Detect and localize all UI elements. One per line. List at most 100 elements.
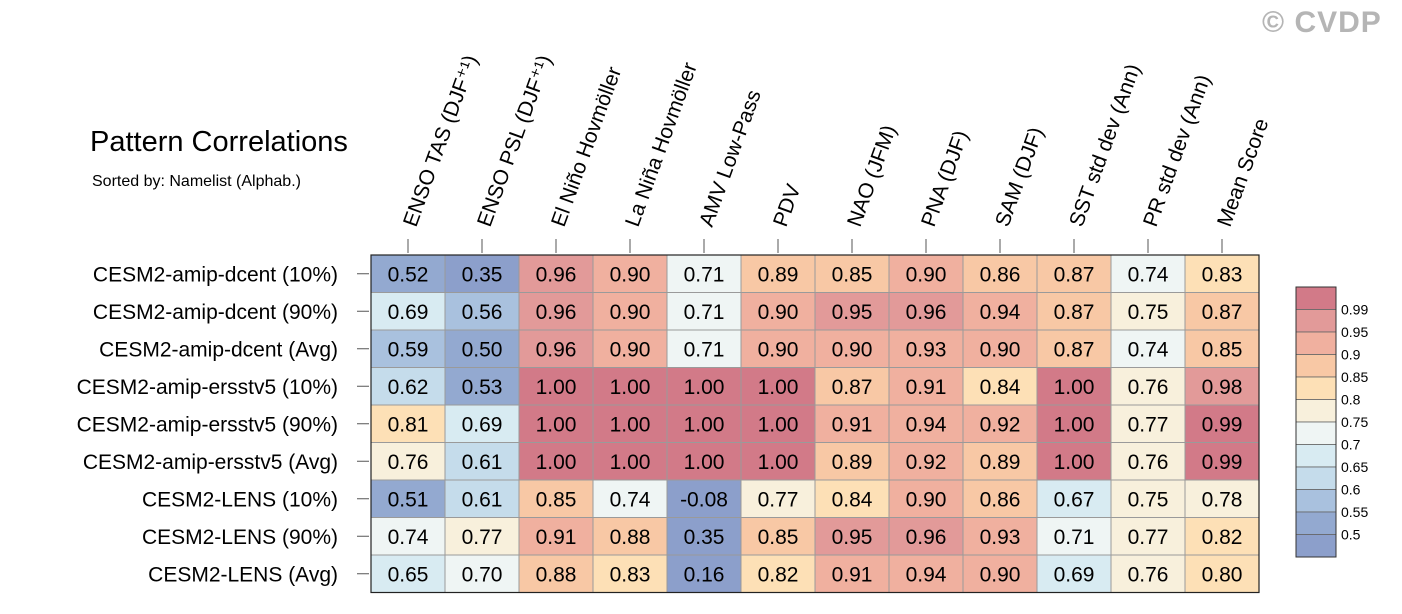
cell-value: 0.76 <box>1128 451 1169 474</box>
heatmap-cell <box>1184 479 1260 518</box>
cell-value: 1.00 <box>684 413 725 436</box>
heatmap-cell <box>888 442 964 481</box>
column-label: La Niña Hovmöller <box>621 60 702 230</box>
heatmap-cell <box>592 404 668 443</box>
heatmap-cell <box>1110 517 1186 556</box>
heatmap-cell <box>1036 329 1112 368</box>
cell-value: 1.00 <box>610 376 651 399</box>
row-label: CESM2-LENS (90%) <box>142 526 338 549</box>
cell-value: 0.82 <box>1202 526 1243 549</box>
cell-value: 0.74 <box>610 488 651 511</box>
row-label: CESM2-amip-dcent (90%) <box>93 301 338 324</box>
heatmap-cell <box>1184 404 1260 443</box>
cell-value: 0.69 <box>1054 563 1095 586</box>
colorbar-label: 0.9 <box>1341 347 1361 363</box>
column-label: El Niño Hovmöller <box>547 64 626 230</box>
cell-value: 1.00 <box>536 413 577 436</box>
heatmap-cell <box>666 442 742 481</box>
cell-value: 0.91 <box>536 526 577 549</box>
row-label: CESM2-LENS (Avg) <box>148 563 338 586</box>
heatmap-cell <box>1036 517 1112 556</box>
colorbar-swatch <box>1295 286 1337 310</box>
row-label: CESM2-amip-ersstv5 (Avg) <box>83 451 338 474</box>
cell-value: 0.59 <box>388 338 429 361</box>
cell-value: 0.82 <box>758 563 799 586</box>
cell-value: 0.67 <box>1054 488 1095 511</box>
cell-value: 0.90 <box>906 488 947 511</box>
cell-value: 0.88 <box>610 526 651 549</box>
cell-value: 0.90 <box>980 563 1021 586</box>
cell-value: 0.76 <box>1128 563 1169 586</box>
colorbar-swatch <box>1295 354 1337 378</box>
column-label: Mean Score <box>1213 115 1273 229</box>
heatmap-cell <box>592 329 668 368</box>
cell-value: 0.65 <box>388 563 429 586</box>
cell-value: 0.71 <box>684 263 725 286</box>
colorbar-label: 0.75 <box>1341 414 1368 430</box>
heatmap-cell <box>814 292 890 331</box>
cell-value: 1.00 <box>1054 413 1095 436</box>
cell-value: 0.90 <box>906 263 947 286</box>
heatmap-cell <box>1110 554 1186 593</box>
cell-value: 0.95 <box>832 301 873 324</box>
heatmap-cell <box>1036 367 1112 406</box>
cell-value: 0.76 <box>1128 376 1169 399</box>
heatmap-cell <box>1184 329 1260 368</box>
heatmap-cell <box>518 367 594 406</box>
cell-value: 1.00 <box>684 451 725 474</box>
colorbar-label: 0.85 <box>1341 369 1368 385</box>
cell-value: 0.85 <box>758 526 799 549</box>
chart-subtitle: Sorted by: Namelist (Alphab.) <box>92 173 301 190</box>
cell-value: 1.00 <box>536 376 577 399</box>
heatmap-cell <box>370 404 446 443</box>
column-label: SAM (DJF) <box>991 124 1048 229</box>
cell-value: 0.83 <box>1202 263 1243 286</box>
heatmap-cell <box>962 517 1038 556</box>
heatmap-cell <box>888 404 964 443</box>
cell-value: 0.93 <box>980 526 1021 549</box>
heatmap-cell <box>444 479 520 518</box>
heatmap-cell <box>592 554 668 593</box>
heatmap-cell <box>1184 517 1260 556</box>
cell-value: 0.16 <box>684 563 725 586</box>
cell-value: 0.90 <box>610 263 651 286</box>
heatmap-cell <box>592 442 668 481</box>
heatmap-cell <box>1036 479 1112 518</box>
cell-value: 0.52 <box>388 263 429 286</box>
cell-value: 0.89 <box>980 451 1021 474</box>
row-label: CESM2-LENS (10%) <box>142 488 338 511</box>
colorbar-border <box>1295 286 1337 558</box>
colorbar-swatch <box>1295 444 1337 468</box>
heatmap-cell <box>370 442 446 481</box>
cell-value: 0.87 <box>832 376 873 399</box>
cell-value: 1.00 <box>758 376 799 399</box>
colorbar-swatch <box>1295 511 1337 535</box>
heatmap-cell <box>1184 554 1260 593</box>
column-label: PDV <box>769 181 805 229</box>
column-label: ENSO PSL (DJF⁺¹) <box>473 52 556 230</box>
cell-value: 0.50 <box>462 338 503 361</box>
cell-value: 0.83 <box>610 563 651 586</box>
heatmap-cell <box>1110 254 1186 293</box>
heatmap-cell <box>444 367 520 406</box>
cell-value: 0.88 <box>536 563 577 586</box>
cell-value: 0.89 <box>758 263 799 286</box>
heatmap-cell <box>370 554 446 593</box>
colorbar-swatch <box>1295 399 1337 423</box>
heatmap-cell <box>740 554 816 593</box>
cell-value: 0.96 <box>536 301 577 324</box>
heatmap-cell <box>1110 404 1186 443</box>
cell-value: 0.77 <box>1128 413 1169 436</box>
cell-value: 0.96 <box>536 338 577 361</box>
colorbar-swatch <box>1295 466 1337 490</box>
cell-value: 1.00 <box>536 451 577 474</box>
cell-value: 0.87 <box>1202 301 1243 324</box>
cell-value: 0.71 <box>684 301 725 324</box>
cell-value: 0.56 <box>462 301 503 324</box>
cell-value: 0.74 <box>1128 263 1169 286</box>
cell-value: 0.95 <box>832 526 873 549</box>
heatmap-cell <box>740 367 816 406</box>
row-label: CESM2-amip-ersstv5 (90%) <box>77 413 338 436</box>
cell-value: 0.35 <box>462 263 503 286</box>
